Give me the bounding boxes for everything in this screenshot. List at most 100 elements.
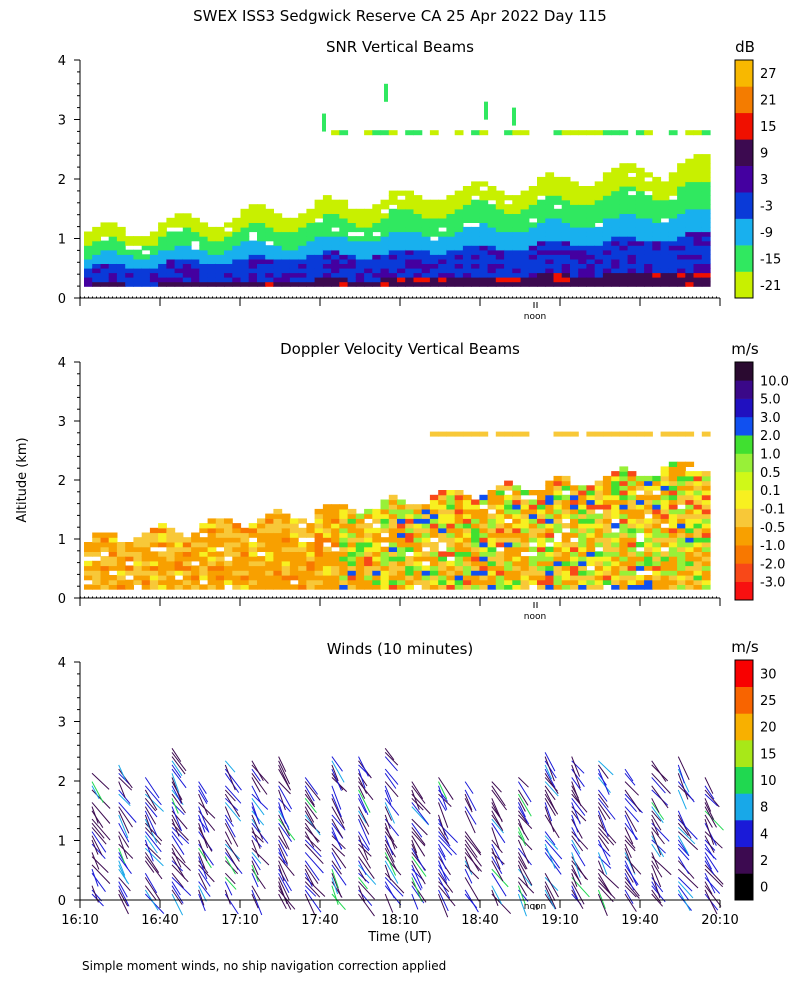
- doppler-cell: [570, 485, 579, 491]
- doppler-cell: [528, 575, 538, 581]
- snr-cell: [701, 249, 711, 255]
- doppler-cell: [182, 542, 192, 548]
- snr-cell: [594, 245, 604, 251]
- snr-cell: [586, 258, 596, 264]
- doppler-cell: [339, 560, 349, 567]
- snr-cell: [553, 213, 563, 219]
- doppler-cell: [438, 523, 447, 529]
- doppler-cell: [537, 508, 546, 515]
- snr-cell: [191, 263, 200, 269]
- snr-cell: [545, 176, 555, 183]
- snr-cell: [446, 249, 456, 255]
- doppler-cell: [619, 546, 629, 552]
- wind-barb: [518, 847, 532, 866]
- snr-cell: [528, 258, 538, 264]
- wind-barb: [438, 852, 447, 870]
- doppler-cell: [512, 499, 522, 505]
- wind-barb: [224, 881, 233, 896]
- snr-cell: [462, 245, 472, 251]
- snr-cell: [545, 181, 555, 187]
- snr-cell: [586, 217, 596, 223]
- doppler-cell: [257, 523, 266, 529]
- wind-barb: [171, 889, 183, 905]
- snr-cell: [495, 236, 505, 242]
- doppler-cell: [347, 575, 357, 581]
- snr-cell: [602, 190, 612, 196]
- snr-cell: [644, 277, 653, 283]
- doppler-cell: [322, 523, 332, 529]
- doppler-cell: [133, 537, 143, 543]
- snr-cell: [561, 236, 571, 242]
- wind-barb: [571, 852, 581, 878]
- snr-cell: [602, 208, 612, 214]
- snr-cell: [462, 272, 472, 278]
- snr-cell: [182, 236, 192, 242]
- snr-cell: [594, 195, 604, 201]
- wind-barb: [118, 831, 130, 848]
- doppler-cell: [322, 527, 332, 534]
- doppler-cell: [273, 551, 283, 557]
- snr-cell: [553, 195, 563, 201]
- doppler-cell: [380, 560, 390, 567]
- wind-barb: [91, 802, 111, 824]
- doppler-cell: [479, 518, 489, 524]
- x-tick-label: 17:10: [221, 913, 258, 928]
- snr-cell: [512, 208, 522, 214]
- snr-cell: [405, 231, 414, 237]
- doppler-cell: [289, 556, 299, 562]
- doppler-cell: [380, 504, 390, 510]
- doppler-cell: [339, 575, 349, 581]
- wind-barb: [251, 798, 265, 816]
- y-tick-label: 2: [58, 474, 66, 489]
- snr-cell: [314, 249, 324, 255]
- doppler-cell: [602, 494, 612, 501]
- doppler-cell: [429, 570, 439, 576]
- snr-cell: [512, 240, 522, 246]
- wind-barb: [331, 852, 342, 870]
- doppler-cell: [570, 579, 579, 585]
- wind-barb: [544, 843, 556, 869]
- doppler-cell: [462, 513, 472, 519]
- snr-cell: [611, 231, 620, 237]
- doppler-cell: [397, 504, 406, 510]
- doppler-cell: [512, 494, 522, 501]
- snr-cell: [413, 217, 423, 223]
- snr-cell: [388, 254, 398, 260]
- snr-cell: [232, 217, 242, 223]
- snr-cell: [504, 281, 513, 287]
- doppler-cell: [652, 527, 662, 534]
- doppler-cell: [248, 575, 258, 581]
- doppler-cell: [298, 565, 307, 571]
- snr-cell: [701, 267, 711, 274]
- doppler-cell: [421, 556, 431, 562]
- doppler-cell: [701, 546, 711, 552]
- snr-cell: [693, 267, 703, 274]
- colorbar-swatch: [735, 380, 753, 399]
- wind-barb: [544, 773, 559, 794]
- wind-barb: [491, 802, 500, 817]
- x-tick-label: 18:40: [461, 913, 498, 928]
- doppler-cell: [421, 504, 431, 510]
- snr-cell: [693, 213, 703, 219]
- snr-cell: [701, 240, 711, 246]
- wind-barb: [491, 822, 506, 844]
- snr-cell: [701, 130, 711, 136]
- doppler-cell: [586, 527, 596, 534]
- snr-cell: [602, 277, 612, 283]
- wind-barb: [677, 868, 699, 889]
- doppler-cell: [668, 575, 678, 581]
- doppler-cell: [635, 551, 645, 557]
- snr-cell: [438, 277, 447, 283]
- doppler-cell: [306, 565, 316, 571]
- doppler-cell: [166, 584, 176, 590]
- wind-barb: [358, 806, 370, 827]
- doppler-cell: [429, 431, 439, 437]
- doppler-cell: [388, 579, 398, 585]
- doppler-cell: [537, 513, 546, 519]
- snr-cell: [446, 226, 456, 233]
- snr-cell: [207, 240, 217, 246]
- doppler-cell: [92, 532, 101, 538]
- doppler-cell: [339, 551, 349, 557]
- snr-cell: [586, 208, 596, 214]
- doppler-cell: [578, 546, 587, 552]
